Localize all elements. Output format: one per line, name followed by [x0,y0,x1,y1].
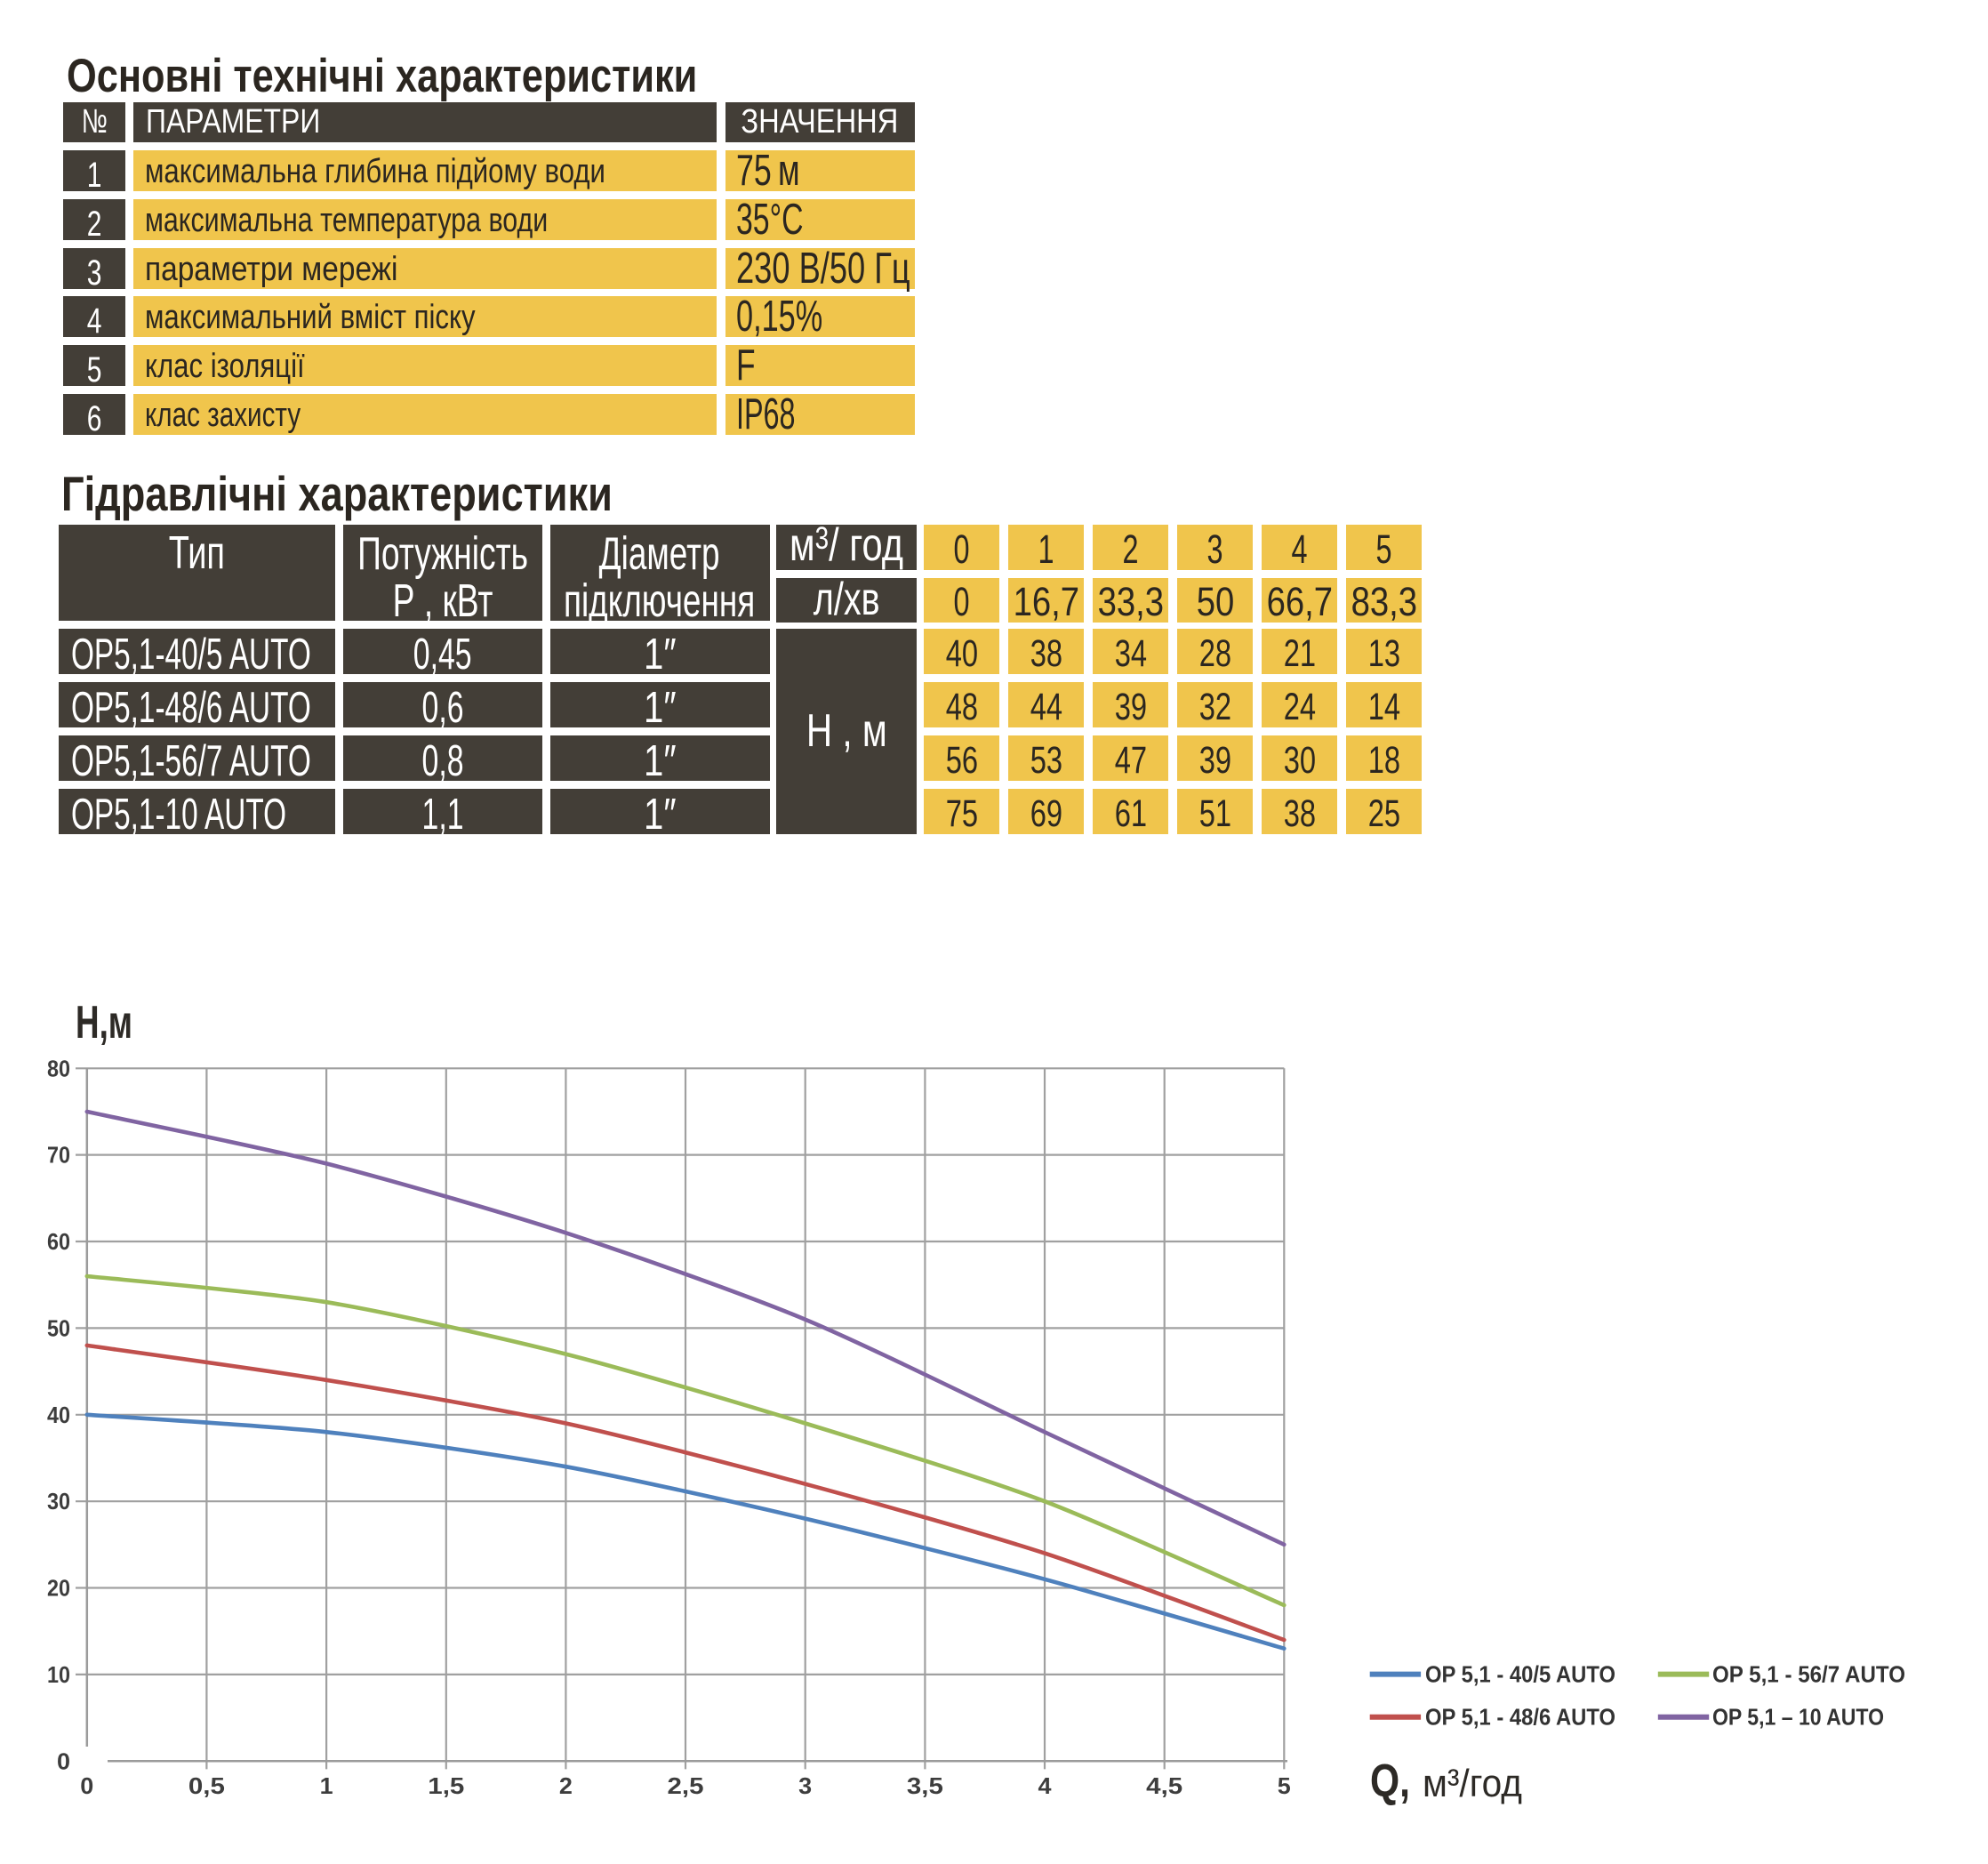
svg-text:20: 20 [47,1575,70,1602]
svg-text:м³/год: м³/год [1423,1762,1522,1805]
svg-text:4,5: 4,5 [1146,1772,1182,1799]
svg-text:50: 50 [47,1314,70,1341]
svg-text:80: 80 [47,1055,70,1081]
svg-text:4: 4 [1038,1772,1053,1799]
svg-text:Н,м: Н,м [76,997,132,1048]
svg-text:10: 10 [47,1661,70,1688]
svg-text:2,5: 2,5 [668,1772,704,1799]
svg-text:60: 60 [47,1228,70,1255]
svg-text:3: 3 [798,1772,812,1799]
svg-text:Q,: Q, [1370,1756,1410,1807]
svg-text:2: 2 [559,1772,573,1799]
svg-text:OP 5,1 - 48/6 AUTO: OP 5,1 - 48/6 AUTO [1425,1706,1615,1731]
svg-text:0: 0 [80,1772,93,1799]
svg-text:1,5: 1,5 [428,1772,464,1799]
svg-text:OP 5,1 - 40/5 AUTO: OP 5,1 - 40/5 AUTO [1425,1663,1615,1688]
svg-text:OP 5,1 – 10 AUTO: OP 5,1 – 10 AUTO [1712,1706,1884,1731]
svg-text:1: 1 [320,1772,333,1799]
svg-text:0: 0 [57,1748,70,1774]
svg-text:5: 5 [1278,1772,1291,1799]
svg-text:3,5: 3,5 [907,1772,943,1799]
svg-text:OP 5,1 - 56/7 AUTO: OP 5,1 - 56/7 AUTO [1712,1663,1905,1688]
svg-text:40: 40 [47,1402,70,1428]
svg-text:30: 30 [47,1488,70,1514]
svg-text:0,5: 0,5 [188,1772,225,1799]
svg-text:70: 70 [47,1142,70,1169]
